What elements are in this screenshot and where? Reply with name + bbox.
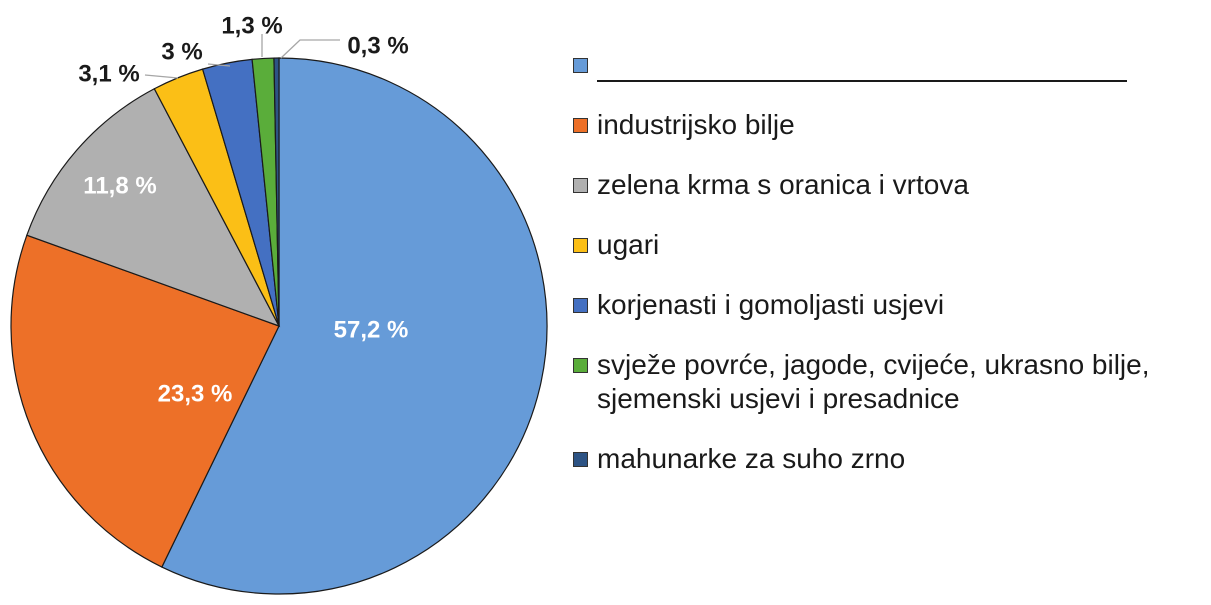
data-label: 3,1 % xyxy=(78,60,139,87)
legend-blank-line xyxy=(597,54,1127,82)
legend-item-svjeze-povrce: svježe povrće, jagode, cvijeće, ukrasno … xyxy=(573,348,1209,416)
legend-item-korjenasti: korjenasti i gomoljasti usjevi xyxy=(573,288,1209,322)
legend-swatch xyxy=(573,298,588,313)
data-label: 3 % xyxy=(161,38,202,65)
legend-label: ugari xyxy=(597,229,660,260)
legend-item-industrijsko-bilje: industrijsko bilje xyxy=(573,108,1209,142)
legend-item-mahunarke: mahunarke za suho zrno xyxy=(573,442,1209,476)
legend-label: industrijsko bilje xyxy=(597,109,795,140)
legend-swatch xyxy=(573,452,588,467)
leader-lines xyxy=(144,34,340,79)
legend-swatch xyxy=(573,178,588,193)
pie-slice xyxy=(273,57,280,327)
data-label: 11,8 % xyxy=(83,172,156,199)
data-label: 23,3 % xyxy=(158,380,233,407)
legend-swatch xyxy=(573,358,588,373)
legend-label: korjenasti i gomoljasti usjevi xyxy=(597,289,945,320)
data-label: 0,3 % xyxy=(347,32,408,59)
legend: industrijsko bilje zelena krma s oranica… xyxy=(573,48,1209,476)
legend-label: mahunarke za suho zrno xyxy=(597,443,906,474)
data-labels: 57,2 % 23,3 % 11,8 % 3,1 % 3 % 1,3 % 0,3 % xyxy=(78,12,408,407)
data-label: 1,3 % xyxy=(221,12,282,39)
pie-slice xyxy=(161,57,548,595)
legend-label: zelena krma s oranica i vrtova xyxy=(597,169,969,200)
pie-slices xyxy=(10,57,548,595)
leader-line xyxy=(207,63,231,67)
legend-label: svježe povrće, jagode, cvijeće, ukrasno … xyxy=(597,349,1150,414)
legend-swatch xyxy=(573,58,588,73)
legend-item-ugari: ugari xyxy=(573,228,1209,262)
data-label: 57,2 % xyxy=(334,316,409,343)
leader-line xyxy=(280,39,340,59)
leader-line xyxy=(144,74,179,79)
legend-item-blank xyxy=(573,48,1209,82)
legend-item-zelena-krma: zelena krma s oranica i vrtova xyxy=(573,168,1209,202)
pie-slice xyxy=(10,234,280,568)
legend-swatch xyxy=(573,238,588,253)
pie-slice xyxy=(26,87,281,328)
legend-swatch xyxy=(573,118,588,133)
